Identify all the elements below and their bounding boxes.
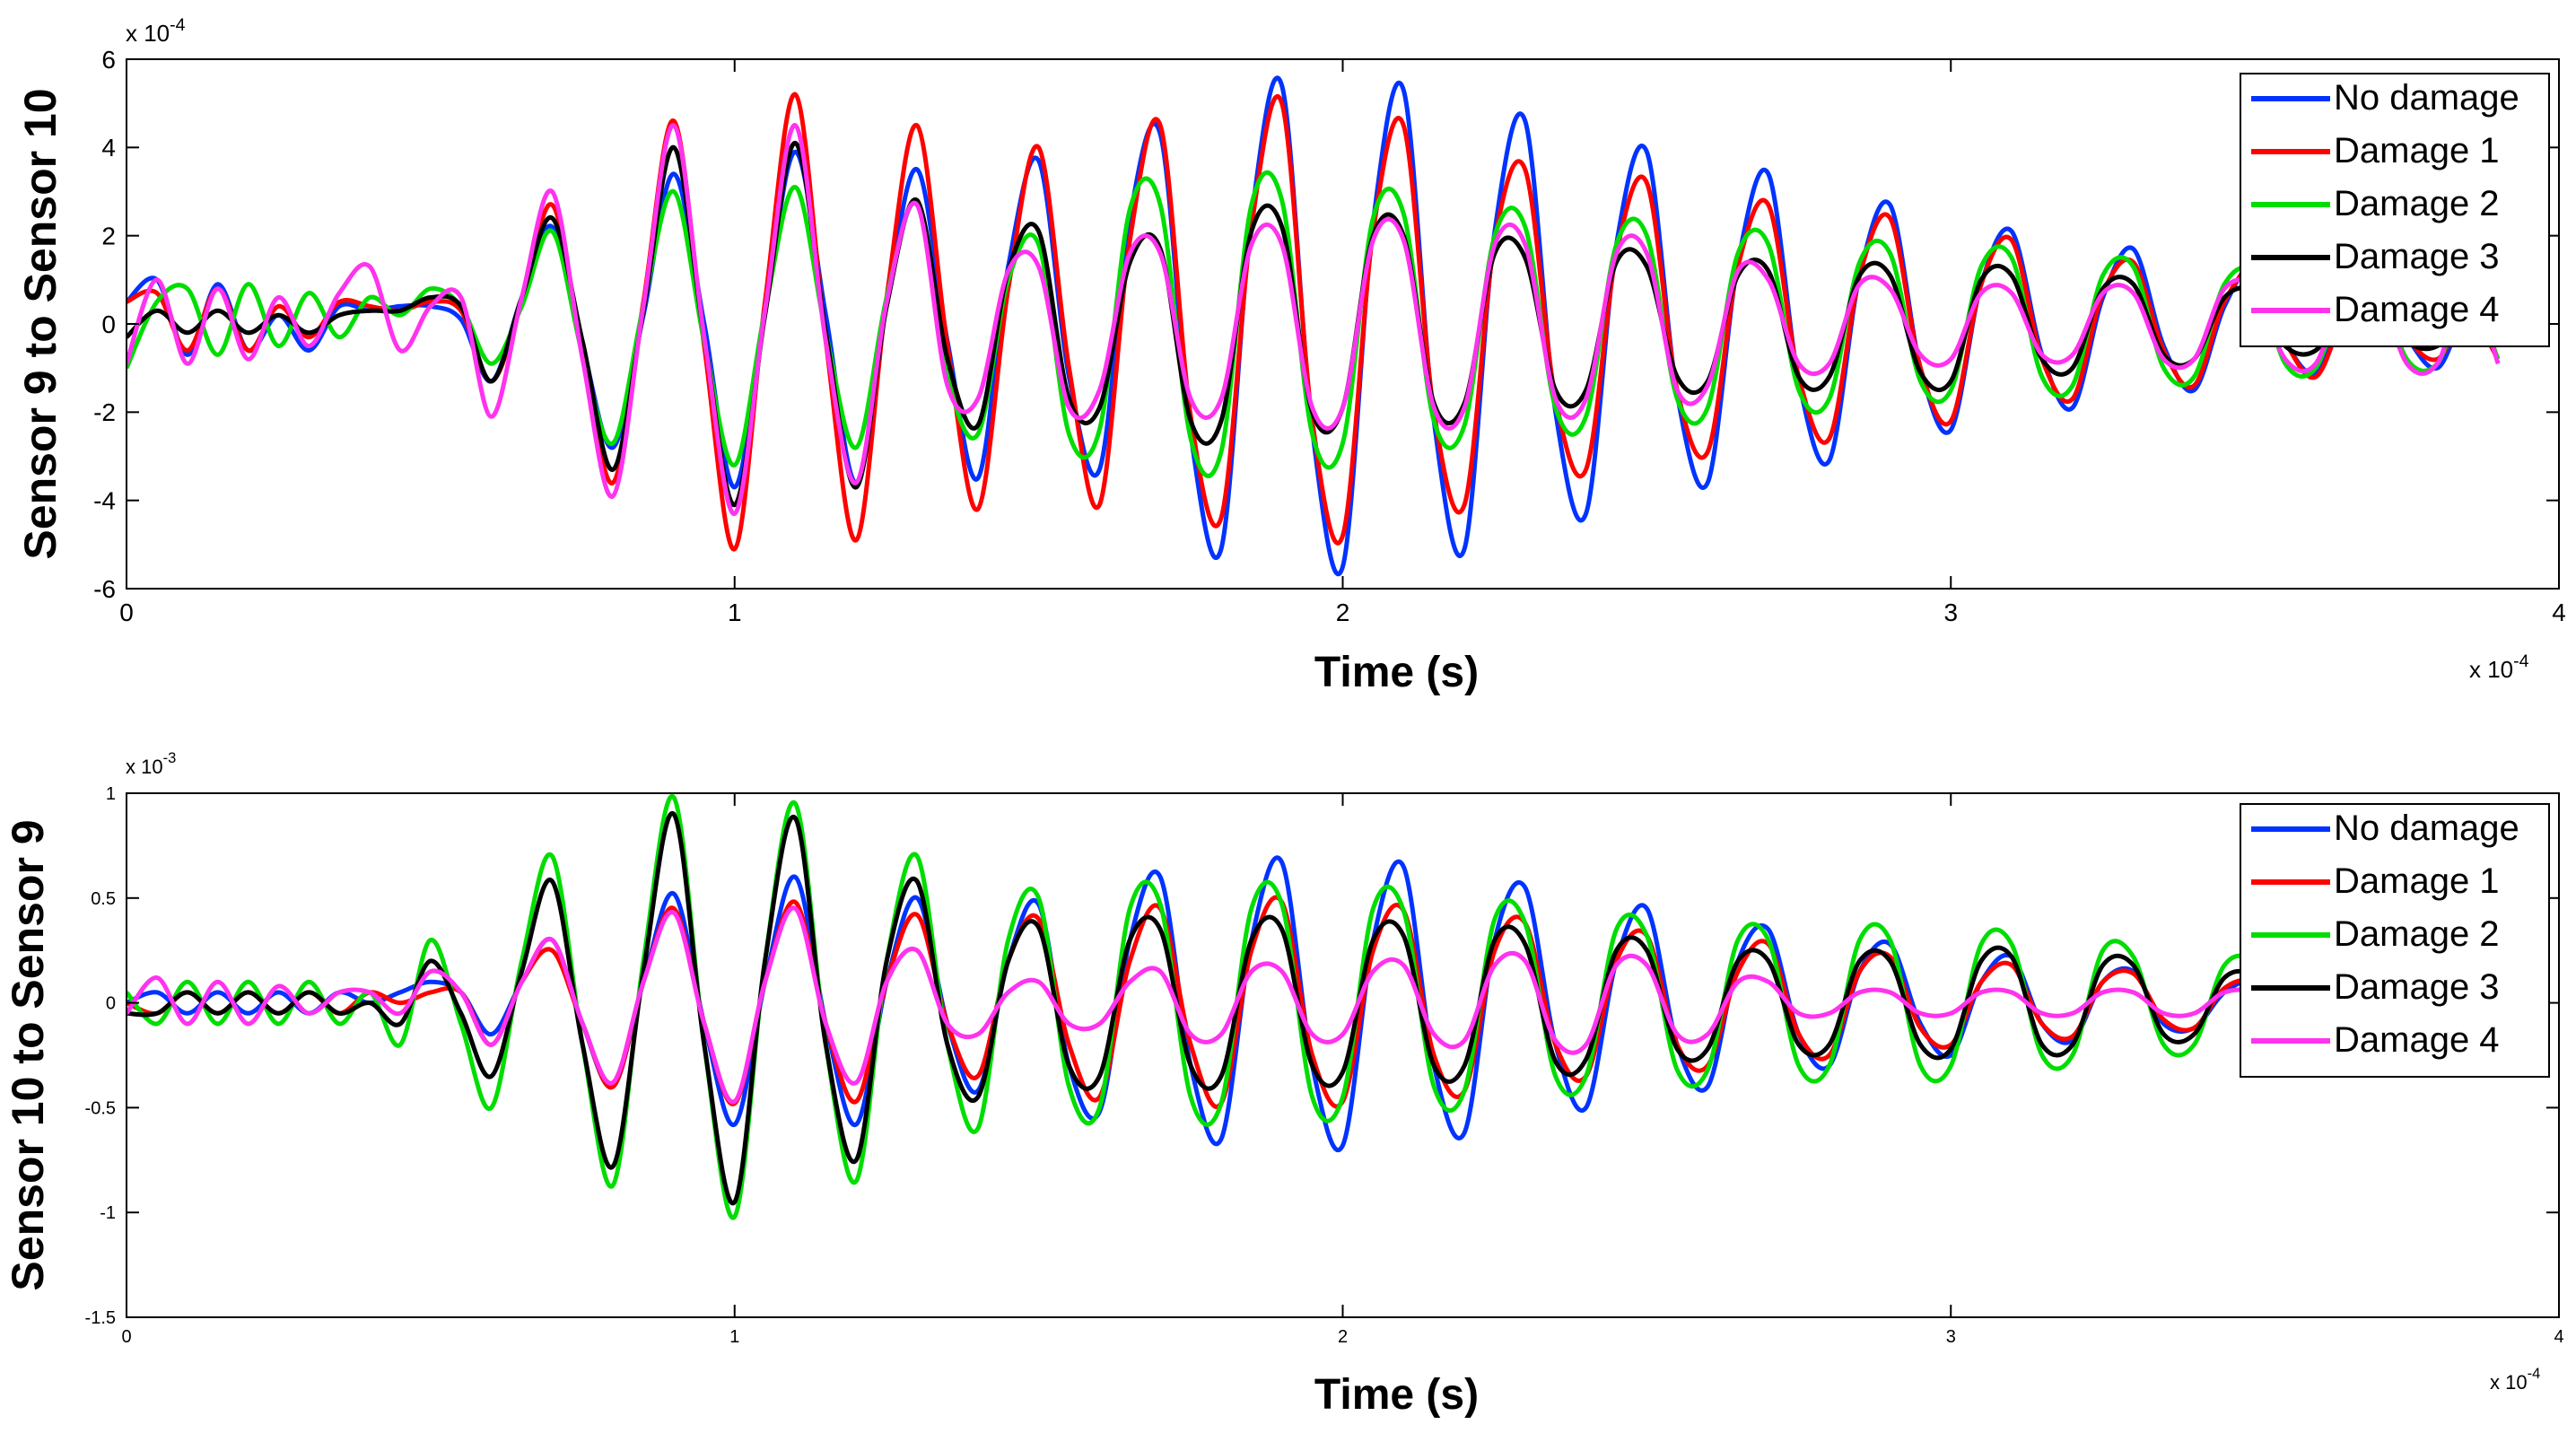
series-line-5 (127, 123, 2501, 516)
series-line-2 (127, 92, 2501, 552)
series-line-3 (127, 170, 2501, 478)
x-tick-label: 4 (2554, 1327, 2563, 1347)
series-line-4 (127, 140, 2501, 508)
y-tick-label: -2 (93, 398, 116, 426)
legend-label-2: Damage 1 (2334, 131, 2500, 170)
y-tick-label: 0 (106, 994, 116, 1014)
plot-frame (126, 792, 2560, 1318)
legend-label-5: Damage 4 (2334, 1020, 2500, 1060)
y-exponent-base: x 10 (126, 756, 163, 778)
x-tick-label: 0 (121, 1327, 131, 1347)
legend-label-1: No damage (2334, 808, 2519, 848)
series-line-5 (127, 905, 2500, 1105)
x-tick-label: 2 (1338, 1327, 1348, 1347)
legend-label-5: Damage 4 (2334, 290, 2500, 329)
y-exponent-label: x 10-3 (126, 750, 176, 778)
y-exponent-power: -4 (170, 15, 185, 35)
y-tick-label: -1.5 (85, 1308, 116, 1328)
legend-label-2: Damage 1 (2334, 861, 2500, 901)
x-tick-label: 3 (1946, 1327, 1956, 1347)
x-exponent-base: x 10 (2469, 656, 2513, 683)
y-axis-title: Sensor 10 to Sensor 9 (3, 819, 53, 1290)
legend-label-3: Damage 2 (2334, 914, 2500, 954)
legend-label-4: Damage 3 (2334, 237, 2500, 276)
x-tick-label: 1 (728, 599, 742, 626)
x-tick-label: 3 (1943, 599, 1958, 626)
legend: No damage Damage 1 Damage 2 Damage 3 Damage … (2240, 73, 2550, 347)
series-line-1 (127, 75, 2501, 577)
y-exponent-label: x 10-4 (126, 15, 186, 47)
x-axis-title: Time (s) (1314, 1371, 1479, 1419)
y-exponent-base: x 10 (126, 20, 170, 47)
legend-box (2240, 73, 2550, 347)
y-exponent-power: -3 (163, 750, 177, 766)
y-tick-label: 6 (101, 46, 116, 74)
x-tick-label: 2 (1336, 599, 1350, 626)
x-exponent-power: -4 (2513, 651, 2528, 671)
y-tick-label: 0.5 (91, 889, 116, 909)
legend-label-4: Damage 3 (2334, 967, 2500, 1007)
x-exponent-power: -4 (2528, 1366, 2541, 1382)
legend-box (2240, 803, 2550, 1078)
y-tick-label: 0 (101, 310, 116, 338)
y-tick-label: -6 (93, 575, 116, 603)
legend-label-1: No damage (2334, 78, 2519, 118)
x-exponent-base: x 10 (2490, 1371, 2528, 1394)
series-line-4 (127, 810, 2500, 1206)
series-line-3 (127, 793, 2500, 1220)
y-tick-label: -1 (100, 1203, 116, 1223)
x-tick-label: 4 (2552, 599, 2566, 626)
y-tick-label: -0.5 (85, 1098, 116, 1118)
y-tick-label: 1 (106, 784, 116, 804)
plot-frame (126, 58, 2560, 590)
x-tick-label: 0 (119, 599, 134, 626)
y-axis-title: Sensor 9 to Sensor 10 (15, 88, 65, 559)
legend-label-3: Damage 2 (2334, 184, 2500, 223)
y-tick-label: 4 (101, 134, 116, 162)
series-line-1 (127, 855, 2500, 1153)
y-tick-label: -4 (93, 486, 116, 514)
x-exponent-label: x 10-4 (2490, 1366, 2540, 1394)
legend: No damage Damage 1 Damage 2 Damage 3 Damage … (2240, 803, 2550, 1078)
x-tick-label: 1 (729, 1327, 739, 1347)
x-axis-title: Time (s) (1314, 649, 1479, 696)
x-exponent-label: x 10-4 (2469, 651, 2529, 683)
y-tick-label: 2 (101, 222, 116, 249)
